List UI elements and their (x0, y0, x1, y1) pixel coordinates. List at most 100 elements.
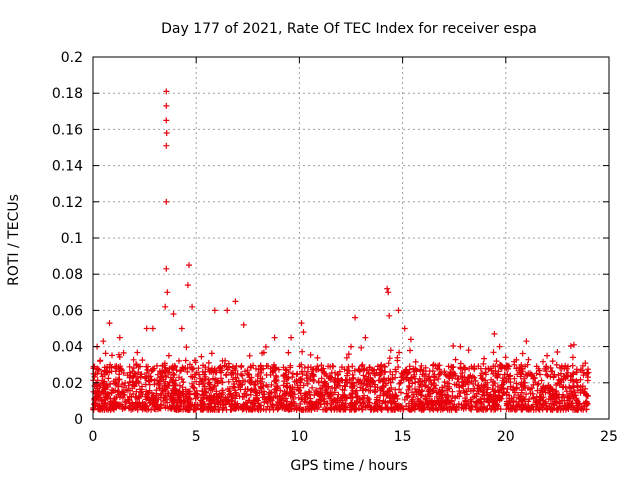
data-point (518, 371, 525, 378)
data-point (225, 360, 232, 367)
data-point (149, 367, 156, 373)
data-point (490, 378, 497, 385)
data-point (574, 382, 581, 389)
data-point (267, 390, 274, 397)
data-point (307, 376, 314, 383)
data-point (189, 380, 196, 387)
y-tick-label: 0.06 (52, 303, 83, 319)
data-point (503, 378, 510, 385)
data-point (582, 385, 589, 392)
data-point (398, 389, 404, 396)
data-point (226, 385, 233, 392)
data-point (456, 393, 463, 400)
data-point (353, 406, 360, 413)
data-point (328, 369, 335, 376)
data-point (229, 400, 235, 407)
data-point (355, 379, 362, 386)
data-point (527, 390, 534, 397)
data-point (202, 388, 209, 395)
data-point (183, 391, 190, 398)
data-point (498, 386, 505, 393)
data-point (487, 396, 494, 402)
data-point (538, 377, 545, 384)
data-point (275, 366, 282, 373)
data-point (137, 389, 144, 396)
data-point (448, 363, 455, 370)
data-point (125, 382, 132, 389)
data-point (178, 376, 185, 383)
data-point (563, 388, 570, 395)
data-point (385, 289, 392, 296)
plot-frame (92, 56, 610, 420)
data-point (494, 383, 501, 390)
data-point (468, 398, 475, 405)
data-point (338, 401, 345, 408)
data-point (567, 343, 574, 349)
data-point (330, 399, 336, 406)
data-point (182, 357, 189, 364)
data-point (363, 378, 370, 384)
data-point (263, 406, 270, 413)
data-point (215, 393, 222, 400)
data-point (412, 366, 419, 373)
data-point (149, 325, 156, 332)
data-point (184, 282, 191, 289)
data-point (151, 381, 158, 388)
data-point (171, 372, 178, 378)
data-point (573, 369, 580, 376)
data-point (288, 334, 295, 341)
data-point (127, 387, 133, 394)
data-point (320, 382, 327, 389)
data-point (177, 392, 184, 399)
data-point (285, 369, 292, 376)
data-point (547, 405, 554, 412)
data-point (513, 406, 520, 413)
data-point (490, 370, 497, 377)
data-point (285, 402, 292, 409)
data-point (450, 369, 456, 376)
data-point (232, 298, 239, 305)
data-point (96, 382, 103, 389)
data-point (268, 381, 275, 388)
data-point (436, 362, 443, 369)
data-point (554, 349, 561, 355)
data-point (513, 385, 520, 392)
data-point (99, 398, 106, 405)
data-point (490, 349, 497, 356)
data-point (202, 368, 209, 375)
data-point (101, 371, 108, 378)
data-point (396, 349, 403, 356)
data-point (259, 350, 266, 357)
data-point (195, 365, 202, 372)
data-point (407, 336, 414, 343)
data-point (133, 388, 140, 395)
data-point (353, 387, 360, 394)
data-point (488, 367, 495, 374)
data-point (265, 393, 272, 400)
data-point (525, 403, 532, 410)
data-point (491, 397, 498, 404)
data-point (251, 402, 258, 409)
data-point (465, 402, 472, 409)
data-point (320, 365, 327, 372)
data-point (410, 391, 417, 398)
data-point (198, 353, 205, 360)
data-point (163, 88, 170, 95)
data-point (251, 386, 258, 393)
data-point (234, 371, 241, 377)
y-tick-label: 0 (74, 412, 83, 428)
data-point (570, 406, 576, 413)
data-point (477, 405, 484, 412)
data-point (246, 352, 253, 359)
data-point (477, 372, 484, 379)
data-point (406, 363, 413, 370)
data-point (119, 394, 126, 401)
data-point (335, 371, 342, 378)
data-point (422, 364, 429, 371)
y-tick-label: 0.02 (52, 376, 83, 392)
data-point (364, 397, 371, 404)
data-point (230, 392, 236, 399)
data-point (176, 357, 182, 364)
data-point (210, 393, 217, 400)
data-point (426, 387, 432, 394)
